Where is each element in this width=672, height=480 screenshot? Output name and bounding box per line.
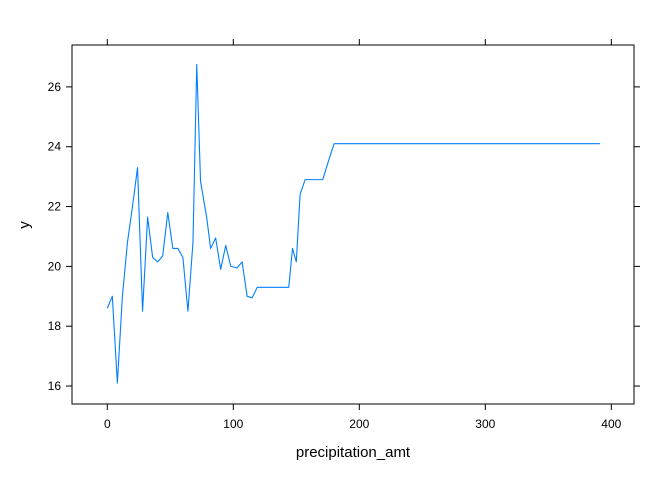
x-axis-title: precipitation_amt [296,444,411,461]
y-axis-title: y [16,221,33,229]
data-point [142,311,143,312]
labels-layer: 0 100 200 300 400 16 18 20 22 24 26 [48,80,622,431]
plot-panel [71,44,635,405]
data-point [182,257,183,258]
data-point [122,296,123,297]
data-point [288,287,289,288]
data-point [296,261,297,262]
data-point [187,311,188,312]
data-point [247,296,248,297]
data-point [236,267,237,268]
data-point [599,143,600,144]
y-tick-label: 20 [48,259,62,273]
x-tick-label: 0 [104,417,111,431]
data-point [152,257,153,258]
x-tick-label: 300 [475,417,495,431]
data-point [177,248,178,249]
x-tick-label: 200 [349,417,369,431]
data-point [200,181,201,182]
x-tick-label: 400 [601,417,621,431]
data-point [132,206,133,207]
data-point [225,245,226,246]
y-tick-label: 26 [48,80,62,94]
y-tick-label: 18 [48,319,62,333]
data-point [210,248,211,249]
y-tick-label: 16 [48,379,62,393]
data-point [333,143,334,144]
data-point [322,179,323,180]
data-point [127,242,128,243]
data-point [257,287,258,288]
data-point [172,248,173,249]
series-line [106,63,600,384]
data-point [305,179,306,180]
data-point [252,297,253,298]
data-point [117,382,118,383]
y-tick-label: 22 [48,200,62,214]
x-tick-label: 100 [223,417,243,431]
data-point [112,296,113,297]
data-point [196,64,197,65]
data-point [299,194,300,195]
data-point [317,179,318,180]
data-point [167,212,168,213]
data-point [206,218,207,219]
data-point [242,261,243,262]
data-point [230,266,231,267]
data-point [292,248,293,249]
data-point [157,261,158,262]
y-tick-label: 24 [48,140,62,154]
data-point [162,255,163,256]
data-point [220,269,221,270]
data-point [147,216,148,217]
ticks-layer [66,39,640,410]
data-point [327,163,328,164]
data-point [137,167,138,168]
data-point [107,308,108,309]
data-point [215,237,216,238]
data-point [192,242,193,243]
series-layer [106,63,600,384]
